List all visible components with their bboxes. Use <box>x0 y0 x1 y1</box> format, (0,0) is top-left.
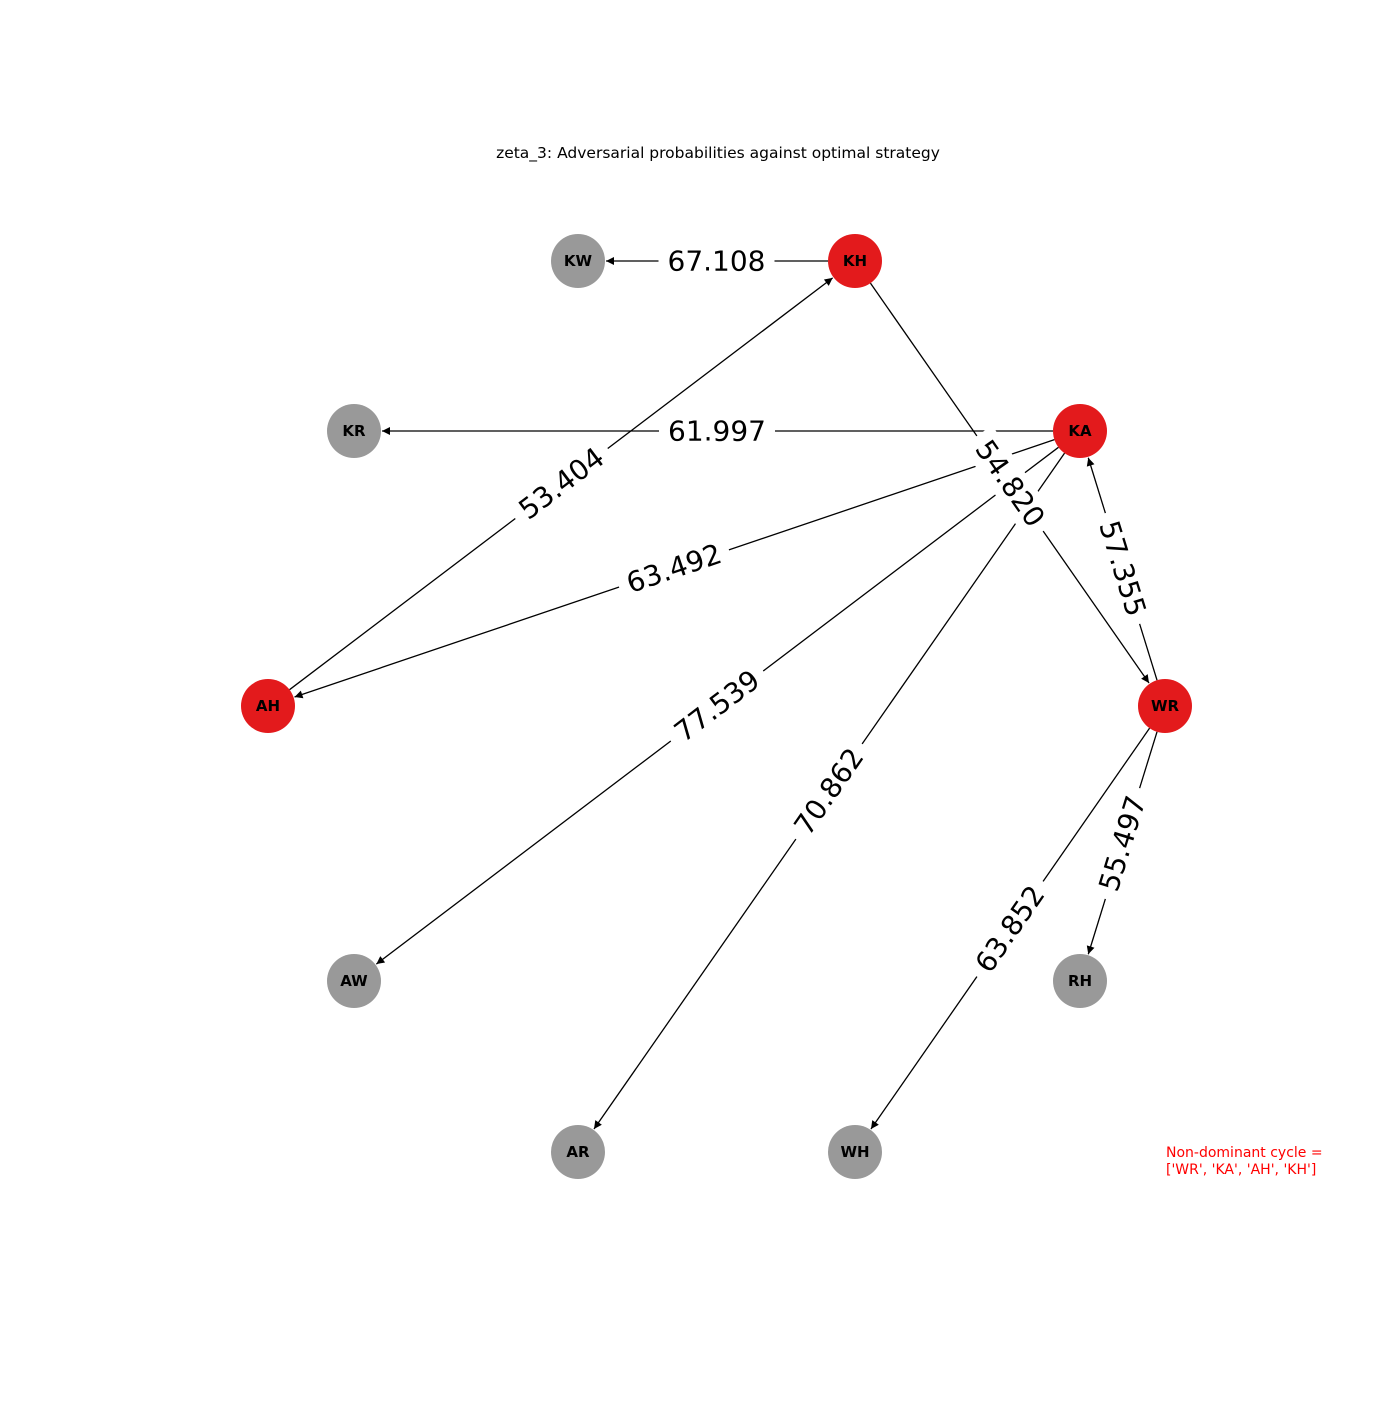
edge-label-KH-KW: 67.108 <box>668 245 766 278</box>
node-WH: WH <box>828 1125 882 1179</box>
node-label: AW <box>340 972 368 990</box>
edge-label-background <box>659 412 775 450</box>
node-KH: KH <box>828 234 882 288</box>
node-label: RH <box>1068 972 1092 990</box>
node-circle <box>551 1125 605 1179</box>
edge-label-group-KA-KR: 61.997 <box>659 412 775 450</box>
edge-label-WR-WH: 63.852 <box>968 879 1051 978</box>
edge-label-KA-AH: 63.492 <box>622 537 725 600</box>
node-circle <box>828 234 882 288</box>
node-circle <box>1053 954 1107 1008</box>
edge-label-KA-KR: 61.997 <box>668 415 766 448</box>
node-label: WR <box>1151 697 1180 715</box>
edge-label-background <box>658 242 775 280</box>
edge-label-background <box>1087 782 1158 905</box>
diagram-title: zeta_3: Adversarial probabilities agains… <box>496 144 940 162</box>
edge-label-KA-AR: 70.862 <box>787 742 870 841</box>
node-label: KR <box>342 422 366 440</box>
node-RH: RH <box>1053 954 1107 1008</box>
edge-label-group-KA-AW: 77.539 <box>659 656 775 756</box>
node-label: AR <box>566 1143 590 1161</box>
node-label: KA <box>1068 422 1092 440</box>
edge-label-group-AH-KH: 53.404 <box>504 433 619 534</box>
node-WR: WR <box>1138 679 1192 733</box>
cycle-note-line2: ['WR', 'KA', 'AH', 'KH'] <box>1166 1162 1317 1178</box>
edge-label-group-KH-KW: 67.108 <box>658 242 775 280</box>
node-circle <box>551 234 605 288</box>
edge-label-AH-KH: 53.404 <box>512 441 610 526</box>
node-circle <box>241 679 295 733</box>
edge-label-WR-RH: 55.497 <box>1092 792 1152 895</box>
edge-label-group-WR-WH: 63.852 <box>961 870 1059 988</box>
edge-label-background <box>504 433 619 534</box>
edge-label-background <box>961 425 1059 542</box>
node-label: KH <box>843 252 867 270</box>
edge-label-background <box>961 870 1059 988</box>
edge-label-group-KA-AR: 70.862 <box>780 733 878 850</box>
node-AR: AR <box>551 1125 605 1179</box>
node-KR: KR <box>327 404 381 458</box>
node-circle <box>828 1125 882 1179</box>
node-circle <box>327 404 381 458</box>
node-circle <box>1138 679 1192 733</box>
edge-label-background <box>780 733 878 850</box>
cycle-note-line1: Non-dominant cycle = <box>1166 1145 1323 1161</box>
node-KW: KW <box>551 234 605 288</box>
node-circle <box>1053 404 1107 458</box>
edge-label-KH-WR: 54.820 <box>968 434 1051 533</box>
node-AH: AH <box>241 679 295 733</box>
node-AW: AW <box>327 954 381 1008</box>
node-label: WH <box>840 1143 869 1161</box>
edge-label-WR-KA: 57.355 <box>1092 517 1152 620</box>
edge-label-background <box>659 656 775 756</box>
cycle-note: Non-dominant cycle = ['WR', 'KA', 'AH', … <box>1166 1145 1323 1179</box>
edge-label-background <box>1087 507 1158 630</box>
node-circle <box>327 954 381 1008</box>
edge-label-group-KA-AH: 63.492 <box>613 532 735 605</box>
nodes-layer: KH KA WR RH WH AR AW AH KR KW <box>241 234 1192 1179</box>
node-label: KW <box>564 252 593 270</box>
node-label: AH <box>256 697 280 715</box>
edge-label-group-WR-RH: 55.497 <box>1087 782 1158 905</box>
edge-label-KA-AW: 77.539 <box>668 663 766 748</box>
node-KA: KA <box>1053 404 1107 458</box>
edge-label-background <box>613 532 735 605</box>
